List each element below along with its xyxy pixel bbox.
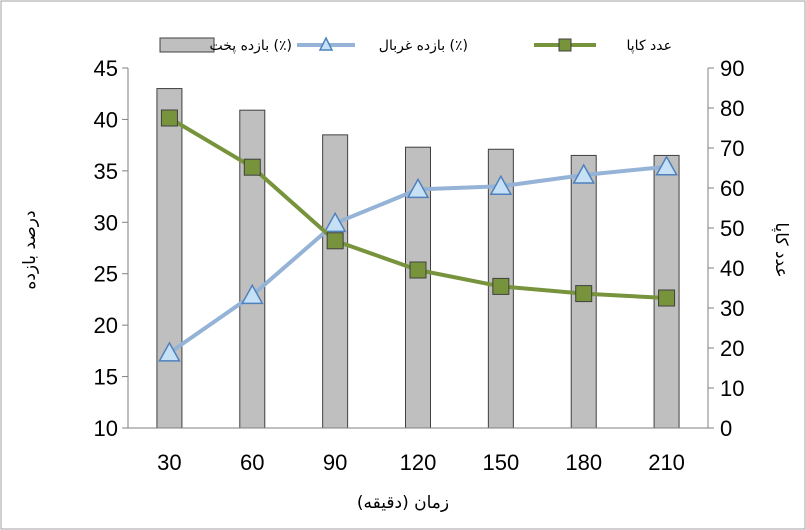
y-right-tick-label: 10 bbox=[720, 376, 744, 401]
legend-label-line-2: عدد کاپا bbox=[627, 38, 672, 54]
x-tick-label: 210 bbox=[648, 450, 685, 475]
point-square bbox=[492, 277, 510, 295]
point-triangle bbox=[323, 211, 347, 233]
y-left-tick-label: 40 bbox=[94, 107, 118, 132]
ticks-layer: 10 15 20 25 30 35 40 45 0 10 20 30 40 50 60 70 80 90 30 60 9… bbox=[94, 56, 745, 475]
point-square bbox=[409, 261, 427, 279]
point-triangle bbox=[572, 163, 595, 184]
bar bbox=[322, 134, 349, 429]
point-triangle bbox=[489, 174, 513, 196]
lines-layer bbox=[158, 109, 678, 362]
x-tick-label: 60 bbox=[240, 450, 264, 475]
y-right-tick-label: 90 bbox=[720, 56, 744, 81]
legend: بازده پخت (٪) بازده غربال (٪) عدد کاپا bbox=[159, 36, 672, 54]
y-left-tick-label: 20 bbox=[94, 313, 118, 338]
axes-layer bbox=[122, 67, 714, 429]
y-right-tick-label: 30 bbox=[720, 296, 744, 321]
point-square bbox=[160, 109, 178, 127]
y-right-tick-label: 0 bbox=[720, 416, 732, 441]
x-tick-label: 150 bbox=[482, 450, 519, 475]
y-left-tick-label: 10 bbox=[94, 416, 118, 441]
point-square bbox=[326, 232, 344, 250]
y-right-tick-label: 40 bbox=[720, 256, 744, 281]
point-triangle bbox=[406, 177, 430, 199]
x-tick-label: 90 bbox=[323, 450, 347, 475]
point-triangle bbox=[241, 283, 264, 305]
point-square bbox=[658, 289, 676, 307]
y-axis-left-title: درصد بازده bbox=[20, 210, 40, 289]
y-right-tick-label: 60 bbox=[720, 176, 744, 201]
x-tick-label: 180 bbox=[565, 450, 602, 475]
y-left-tick-label: 30 bbox=[94, 210, 118, 235]
point-triangle bbox=[655, 155, 678, 176]
y-axis-right-title: عدد کاپا bbox=[771, 222, 791, 277]
legend-triangle-marker bbox=[318, 36, 334, 51]
y-left-tick-label: 25 bbox=[94, 262, 118, 287]
legend-label-bar: بازده پخت (٪) bbox=[209, 38, 292, 54]
y-left-tick-label: 45 bbox=[94, 56, 118, 81]
legend-square-marker bbox=[558, 38, 572, 52]
y-left-tick-label: 35 bbox=[94, 159, 118, 184]
x-axis-title: زمان (دقیقه) bbox=[357, 493, 449, 513]
legend-swatch-bar bbox=[159, 37, 215, 53]
point-square bbox=[243, 158, 261, 176]
bar bbox=[156, 88, 183, 429]
point-triangle bbox=[158, 341, 181, 362]
x-tick-label: 30 bbox=[157, 450, 181, 475]
y-right-tick-label: 20 bbox=[720, 336, 744, 361]
x-tick-label: 120 bbox=[400, 450, 437, 475]
y-right-tick-label: 70 bbox=[720, 136, 744, 161]
legend-label-line-1: بازده غربال (٪) bbox=[379, 38, 468, 54]
y-right-tick-label: 50 bbox=[720, 216, 744, 241]
y-left-tick-label: 15 bbox=[94, 365, 118, 390]
point-square bbox=[575, 285, 593, 303]
bar bbox=[239, 109, 266, 429]
y-right-tick-label: 80 bbox=[720, 96, 744, 121]
